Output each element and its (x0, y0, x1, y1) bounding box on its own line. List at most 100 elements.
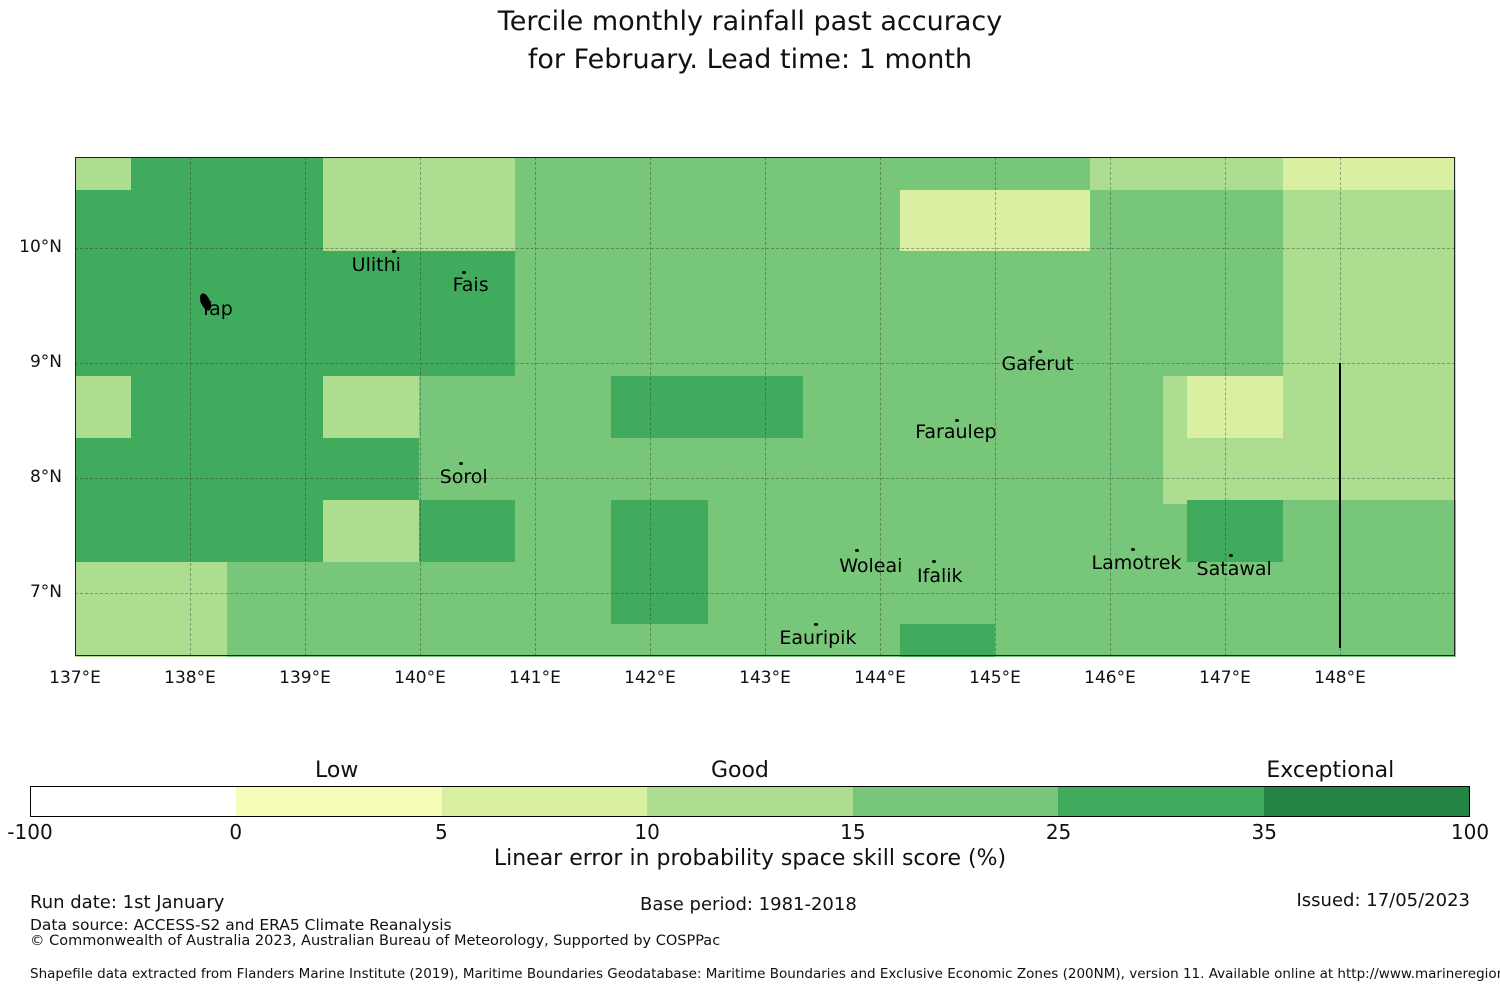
grid-cell (515, 561, 612, 625)
grid-cell (610, 499, 709, 563)
grid-cell (995, 375, 1092, 439)
grid-cell (707, 561, 804, 625)
footer-run-date: Run date: 1st January (30, 892, 225, 913)
grid-cell (75, 623, 132, 657)
grid-cell (75, 313, 132, 377)
grid-cell (226, 190, 324, 252)
grid-cell (1282, 251, 1379, 314)
island-marker (855, 549, 859, 553)
grid-cell (323, 437, 420, 501)
grid-cell (418, 375, 517, 439)
grid-cell (131, 499, 228, 563)
grid-cell (610, 375, 709, 439)
colorbar-axis-label: Linear error in probability space skill … (493, 846, 1007, 871)
x-tick-label: 142°E (624, 668, 676, 688)
grid-cell (131, 375, 228, 439)
grid-cell (1377, 251, 1456, 314)
y-tick-label: 9°N (29, 351, 62, 372)
island-marker (1131, 548, 1135, 552)
colorbar-segment (236, 787, 442, 816)
grid-cell (610, 313, 709, 377)
grid-cell (323, 375, 420, 439)
grid-cell (995, 623, 1092, 657)
island-marker (459, 461, 464, 465)
grid-cell (515, 251, 612, 314)
grid-cell (418, 157, 517, 191)
x-tick-label: 148°E (1314, 668, 1366, 688)
island-label: Yap (200, 297, 233, 320)
grid-cell (1282, 437, 1379, 501)
grid-cell (1377, 313, 1456, 377)
grid-cell (1282, 375, 1379, 439)
grid-cell-overlay (1162, 375, 1188, 505)
grid-cell (1282, 157, 1379, 191)
island-marker (813, 622, 818, 626)
grid-cell (1187, 437, 1284, 501)
grid-cell (1187, 561, 1284, 625)
grid-cell (1282, 499, 1379, 563)
grid-cell (707, 251, 804, 314)
grid-cell (899, 313, 996, 377)
grid-cell (1377, 437, 1456, 501)
grid-cell (802, 313, 901, 377)
grid-cell (995, 499, 1092, 563)
colorbar-tick-label: 0 (229, 820, 243, 844)
grid-cell (226, 157, 324, 191)
grid-cell (323, 157, 420, 191)
grid-cell (1090, 190, 1188, 252)
grid-cell (418, 561, 517, 625)
grid-cell (323, 313, 420, 377)
grid-cell (707, 623, 804, 657)
gridline-vertical (1225, 157, 1226, 656)
grid-cell (995, 157, 1092, 191)
grid-cell (1377, 375, 1456, 439)
grid-cell (515, 157, 612, 191)
grid-cell (802, 190, 901, 252)
x-tick-label: 147°E (1199, 668, 1251, 688)
island-marker (1228, 553, 1233, 557)
colorbar-segment (1263, 787, 1469, 816)
figure-title-line2: for February. Lead time: 1 month (527, 44, 973, 75)
colorbar-segment (647, 787, 853, 816)
grid-cell (995, 251, 1092, 314)
grid-cell (707, 190, 804, 252)
grid-cell (131, 623, 228, 657)
footer-data-source: Data source: ACCESS-S2 and ERA5 Climate … (30, 916, 452, 934)
colorbar-tick-label: 100 (1450, 820, 1490, 844)
grid-cell (707, 157, 804, 191)
grid-cell (1377, 561, 1456, 625)
grid-cell (515, 499, 612, 563)
gridline-vertical (880, 157, 881, 656)
grid-cell (418, 623, 517, 657)
grid-cell (515, 375, 612, 439)
grid-cell (707, 375, 804, 439)
grid-cell (995, 561, 1092, 625)
gridline-vertical (1110, 157, 1111, 656)
colorbar-segment (441, 787, 648, 816)
grid-cell (1377, 190, 1456, 252)
grid-cell (75, 437, 132, 501)
colorbar-segment (852, 787, 1059, 816)
grid-cell (995, 437, 1092, 501)
colorbar-tick-label: -100 (7, 820, 53, 844)
grid-cell (418, 251, 517, 314)
grid-cell (899, 561, 996, 625)
grid-cell (226, 251, 324, 314)
grid-cell (226, 499, 324, 563)
grid-cell (1187, 190, 1284, 252)
grid-cell (1090, 157, 1188, 191)
gridline-vertical (190, 157, 191, 656)
grid-cell (1282, 313, 1379, 377)
grid-cell (418, 190, 517, 252)
island-label: Ifalik (917, 564, 963, 587)
island-label: Sorol (439, 465, 488, 488)
island-label: Faraulep (915, 420, 997, 443)
island-marker (461, 271, 466, 274)
x-tick-label: 143°E (739, 668, 791, 688)
grid-cell (75, 499, 132, 563)
colorbar-tick-label: 10 (634, 820, 660, 844)
x-tick-label: 141°E (509, 668, 561, 688)
gridline-vertical (995, 157, 996, 656)
grid-cell (899, 157, 996, 191)
gridline-horizontal (75, 592, 1455, 594)
